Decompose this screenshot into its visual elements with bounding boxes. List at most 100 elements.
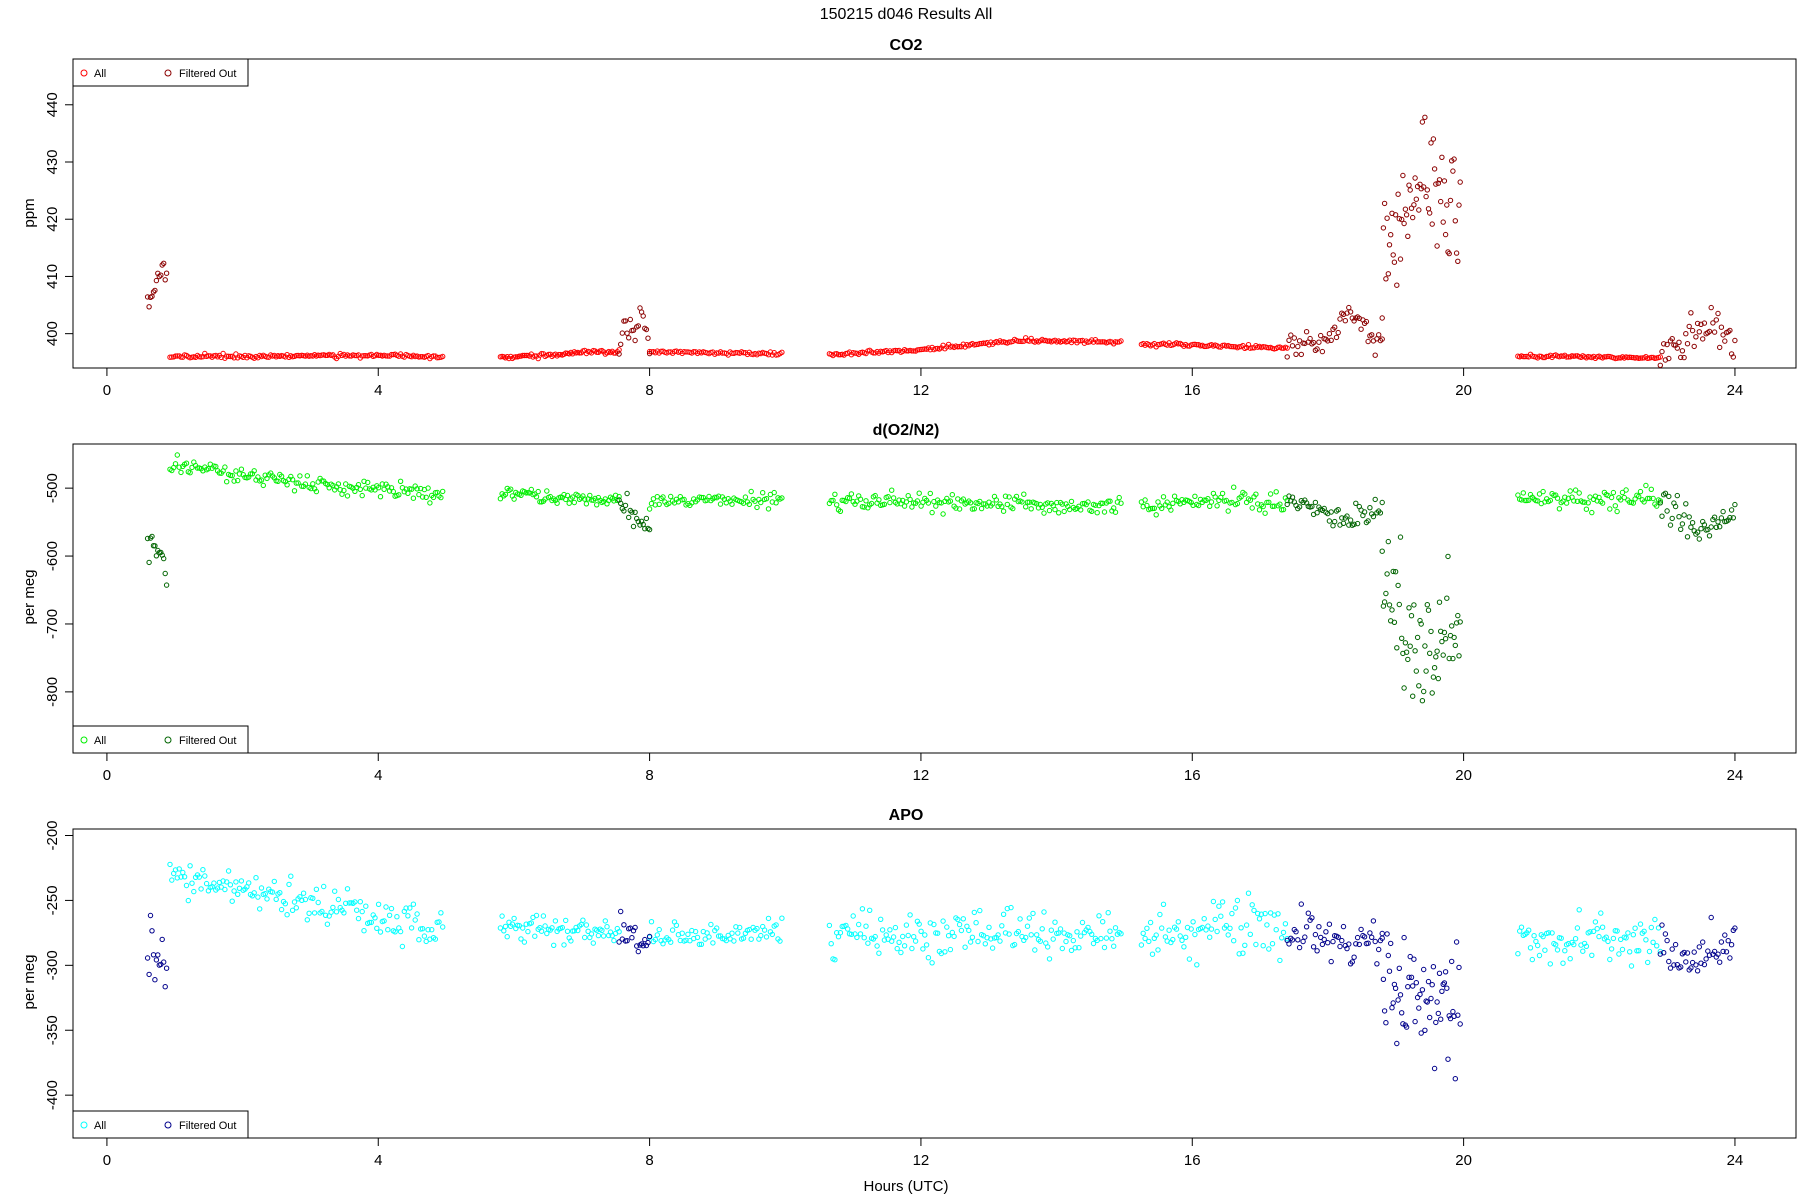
point-all-apo xyxy=(656,926,662,933)
point-filtered-apo xyxy=(1441,980,1448,986)
point-filtered-co2 xyxy=(1337,316,1343,322)
point-all-do2n2 xyxy=(1547,497,1554,504)
point-all-apo xyxy=(1179,937,1185,943)
point-filtered-co2 xyxy=(1700,336,1706,342)
point-all-do2n2 xyxy=(846,495,853,501)
point-all-do2n2 xyxy=(359,492,365,499)
point-all-apo xyxy=(748,936,754,942)
point-all-do2n2 xyxy=(231,478,237,484)
point-all-apo xyxy=(1109,936,1115,942)
point-all-do2n2 xyxy=(1028,506,1034,512)
point-filtered-co2 xyxy=(1717,344,1723,351)
point-all-apo xyxy=(1279,935,1285,941)
point-all-do2n2 xyxy=(1518,497,1525,503)
point-all-apo xyxy=(1205,923,1211,929)
points-do2n2 xyxy=(144,452,1738,704)
point-all-apo xyxy=(1518,924,1525,930)
point-filtered-do2n2 xyxy=(1351,521,1357,527)
point-all-apo xyxy=(710,940,716,946)
point-filtered-do2n2 xyxy=(643,515,650,522)
point-filtered-do2n2 xyxy=(1403,649,1410,655)
panel-title-do2n2: d(O2/N2) xyxy=(873,422,940,439)
point-all-apo xyxy=(1540,933,1546,940)
point-filtered-co2 xyxy=(1711,329,1718,335)
point-all-apo xyxy=(231,888,237,894)
point-filtered-co2 xyxy=(1413,196,1420,202)
point-all-apo xyxy=(958,927,965,934)
point-filtered-co2 xyxy=(1427,210,1433,216)
point-all-do2n2 xyxy=(989,501,996,507)
point-all-apo xyxy=(1181,944,1187,950)
point-all-apo xyxy=(394,914,400,920)
point-filtered-apo xyxy=(1314,948,1320,954)
point-filtered-do2n2 xyxy=(1684,534,1691,540)
point-filtered-apo xyxy=(1344,945,1350,952)
point-all-apo xyxy=(330,904,336,911)
point-filtered-apo xyxy=(642,936,648,943)
point-filtered-do2n2 xyxy=(1390,568,1396,575)
point-all-do2n2 xyxy=(978,505,985,512)
point-all-co2 xyxy=(322,352,329,359)
point-filtered-co2 xyxy=(1433,181,1439,187)
point-all-apo xyxy=(1059,945,1066,952)
x-tick-label: 4 xyxy=(374,767,382,784)
x-tick-label: 0 xyxy=(103,382,111,399)
point-all-co2 xyxy=(1015,338,1021,344)
point-all-apo xyxy=(1216,903,1222,909)
point-filtered-co2 xyxy=(1392,212,1399,218)
point-filtered-do2n2 xyxy=(1423,668,1429,674)
point-all-do2n2 xyxy=(1238,494,1244,500)
point-filtered-co2 xyxy=(1380,225,1387,231)
point-all-apo xyxy=(837,930,844,936)
point-all-apo xyxy=(1576,907,1582,913)
point-filtered-do2n2 xyxy=(1413,668,1420,674)
point-all-apo xyxy=(1076,945,1082,951)
point-filtered-apo xyxy=(1661,950,1667,956)
point-all-do2n2 xyxy=(646,506,653,512)
point-filtered-co2 xyxy=(163,270,170,276)
y-tick-label: 410 xyxy=(44,264,61,289)
point-all-do2n2 xyxy=(1522,497,1528,504)
point-all-apo xyxy=(826,922,833,929)
point-filtered-apo xyxy=(1452,1076,1459,1082)
point-all-apo xyxy=(1236,951,1242,957)
ylabel-co2: ppm xyxy=(21,198,38,227)
point-filtered-do2n2 xyxy=(1696,536,1703,542)
point-all-co2 xyxy=(523,352,529,359)
point-filtered-apo xyxy=(1430,964,1437,970)
point-all-do2n2 xyxy=(1078,507,1084,513)
point-all-do2n2 xyxy=(1195,502,1202,509)
point-all-do2n2 xyxy=(1059,501,1066,507)
point-filtered-do2n2 xyxy=(1441,629,1448,636)
point-all-do2n2 xyxy=(341,487,347,494)
point-filtered-apo xyxy=(1289,937,1296,943)
point-all-apo xyxy=(1634,948,1640,954)
point-filtered-apo xyxy=(153,957,160,963)
point-all-apo xyxy=(328,909,334,915)
point-all-apo xyxy=(1655,925,1662,931)
point-filtered-co2 xyxy=(640,313,646,319)
point-filtered-co2 xyxy=(152,287,158,294)
legend-marker-filtered-do2n2 xyxy=(164,736,172,744)
point-filtered-apo xyxy=(1407,953,1413,960)
point-filtered-apo xyxy=(1349,959,1356,965)
point-all-apo xyxy=(271,878,277,885)
point-all-apo xyxy=(1553,942,1559,948)
point-filtered-do2n2 xyxy=(1730,515,1737,521)
point-all-apo xyxy=(735,930,741,936)
point-all-co2 xyxy=(956,343,963,350)
point-all-apo xyxy=(1535,942,1541,949)
point-all-apo xyxy=(1645,959,1651,966)
point-all-do2n2 xyxy=(698,494,705,501)
point-all-apo xyxy=(1074,929,1080,935)
point-filtered-do2n2 xyxy=(1381,599,1388,605)
point-filtered-apo xyxy=(1358,926,1364,933)
point-all-apo xyxy=(410,901,417,907)
point-filtered-apo xyxy=(1379,935,1385,941)
point-all-co2 xyxy=(1260,344,1266,350)
point-filtered-do2n2 xyxy=(1402,640,1409,646)
point-filtered-do2n2 xyxy=(1309,503,1315,510)
point-all-apo xyxy=(1048,927,1055,933)
point-all-apo xyxy=(779,915,785,921)
x-tick-label: 8 xyxy=(645,382,653,399)
